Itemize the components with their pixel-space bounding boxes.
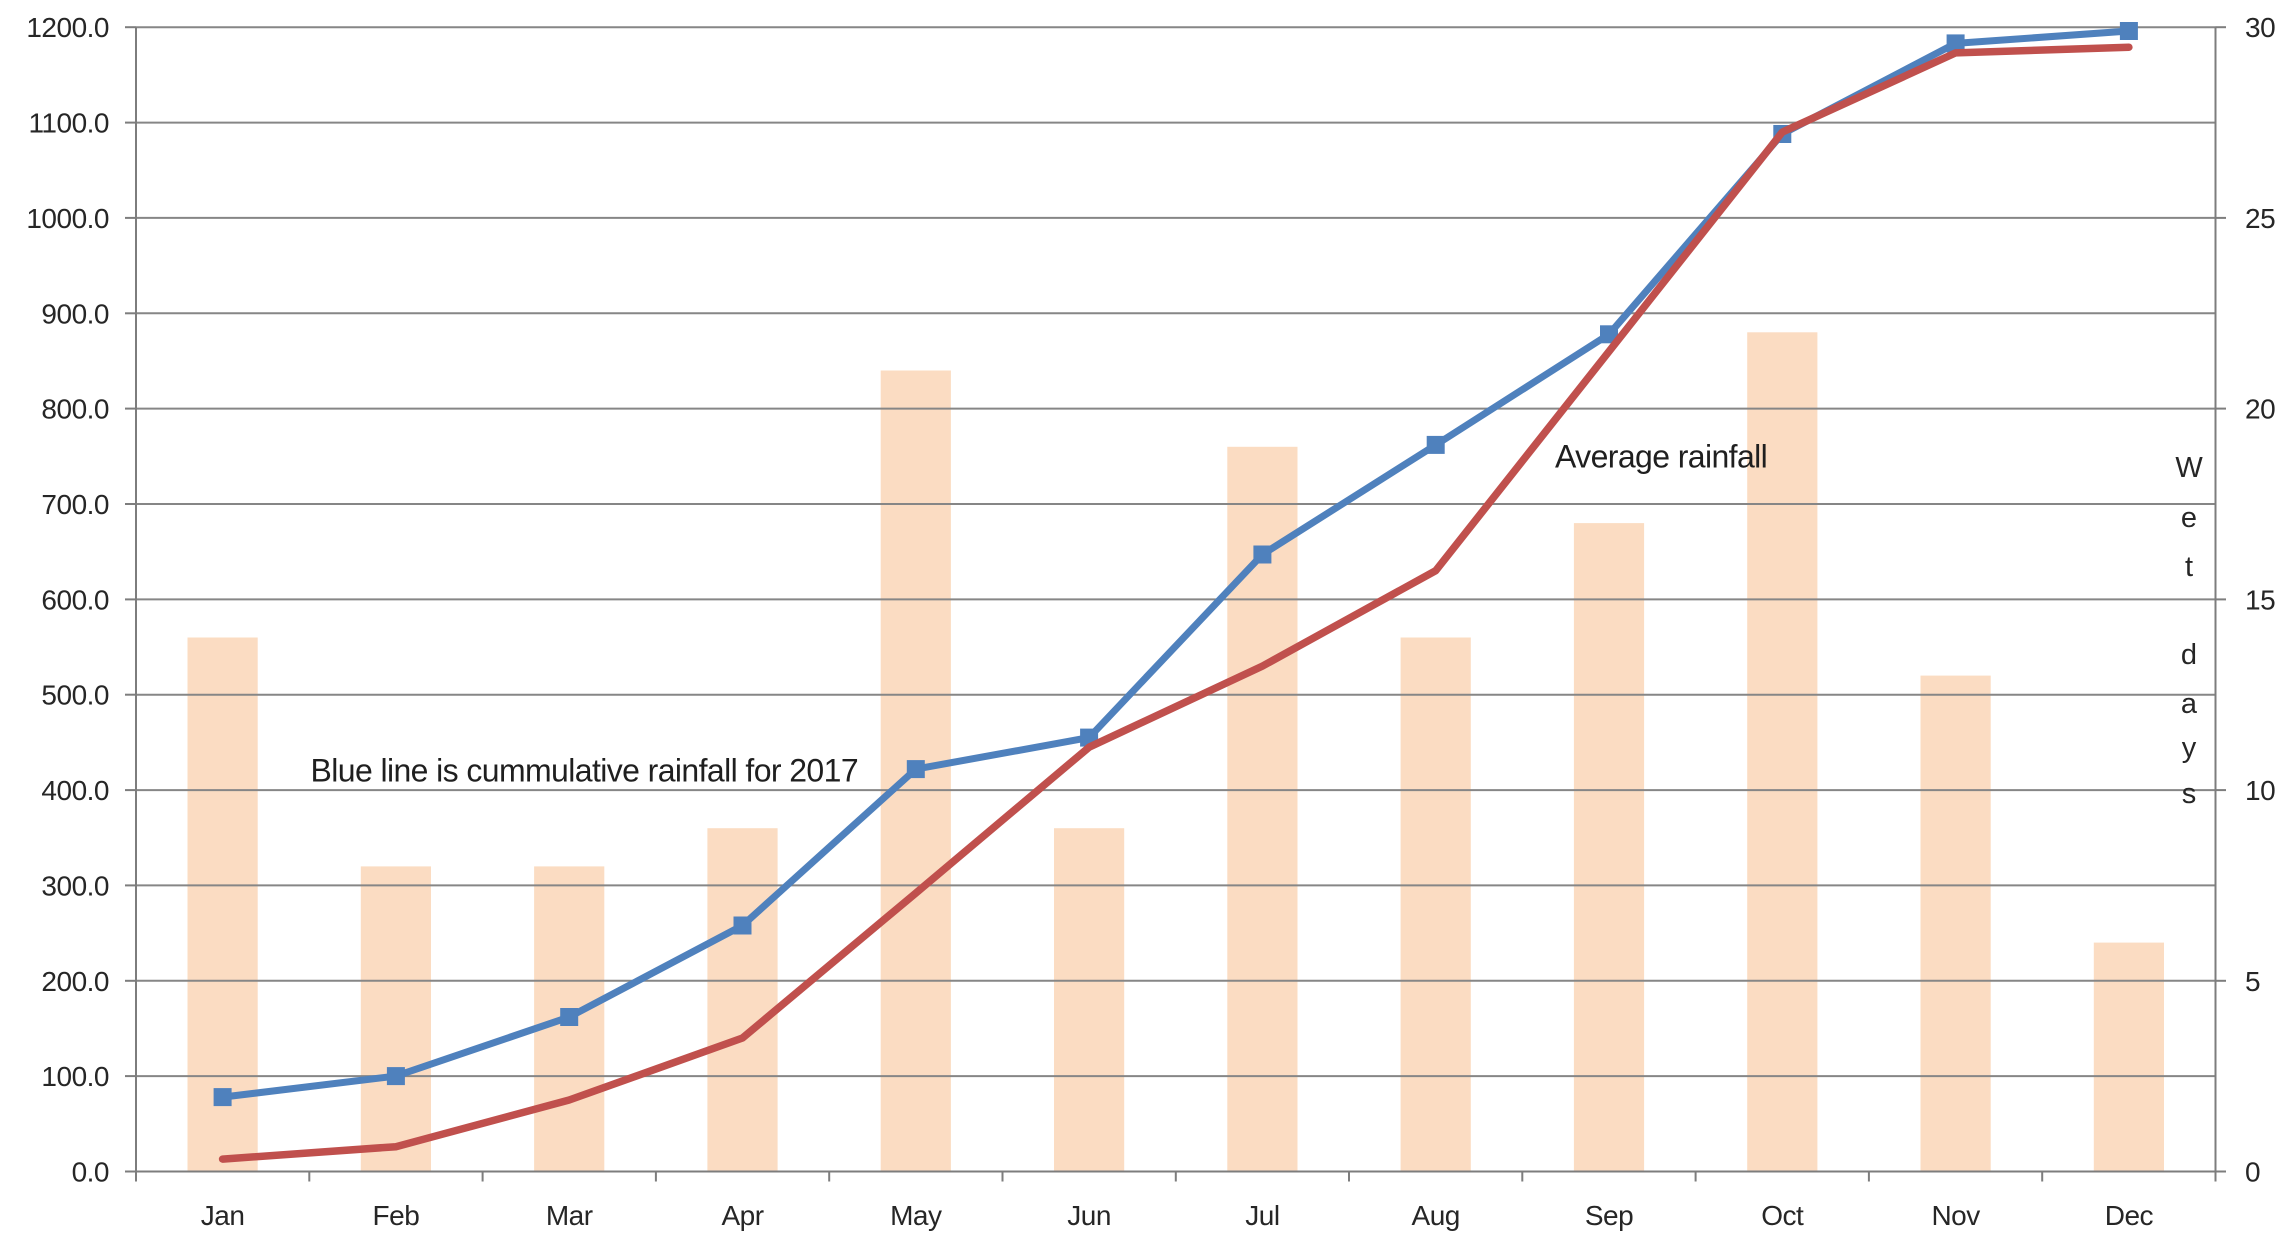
svg-text:1000.0: 1000.0 — [26, 203, 109, 234]
svg-text:Apr: Apr — [721, 1200, 763, 1231]
svg-text:Jan: Jan — [201, 1200, 245, 1231]
svg-text:Nov: Nov — [1931, 1200, 1980, 1231]
svg-text:10: 10 — [2245, 775, 2275, 806]
svg-text:400.0: 400.0 — [41, 775, 109, 806]
svg-text:y: y — [2182, 732, 2197, 764]
svg-text:t: t — [2185, 551, 2193, 583]
svg-text:0: 0 — [2245, 1157, 2260, 1188]
svg-text:0.0: 0.0 — [72, 1157, 109, 1188]
svg-text:Oct: Oct — [1761, 1200, 1804, 1231]
svg-text:e: e — [2181, 502, 2197, 534]
svg-text:30: 30 — [2245, 12, 2275, 43]
svg-text:1200.0: 1200.0 — [26, 12, 109, 43]
svg-text:Feb: Feb — [373, 1200, 420, 1231]
svg-text:Blue line is cummulative rainf: Blue line is cummulative rainfall for 20… — [311, 753, 859, 789]
svg-text:s: s — [2182, 778, 2197, 810]
svg-text:15: 15 — [2245, 584, 2275, 615]
svg-text:800.0: 800.0 — [41, 394, 109, 425]
svg-text:d: d — [2181, 639, 2197, 671]
svg-text:May: May — [890, 1200, 942, 1231]
svg-text:300.0: 300.0 — [41, 870, 109, 901]
svg-text:600.0: 600.0 — [41, 584, 109, 615]
svg-text:700.0: 700.0 — [41, 489, 109, 520]
svg-text:W: W — [2175, 452, 2203, 484]
svg-text:1100.0: 1100.0 — [28, 108, 109, 139]
svg-text:900.0: 900.0 — [41, 298, 109, 329]
svg-text:Average rainfall: Average rainfall — [1555, 439, 1767, 475]
svg-text:100.0: 100.0 — [41, 1061, 109, 1092]
svg-text:Aug: Aug — [1412, 1200, 1460, 1231]
svg-text:5: 5 — [2245, 966, 2260, 997]
svg-text:Dec: Dec — [2105, 1200, 2154, 1231]
svg-text:Jun: Jun — [1067, 1200, 1111, 1231]
svg-text:Jul: Jul — [1245, 1200, 1279, 1231]
svg-text:500.0: 500.0 — [41, 680, 109, 711]
svg-text:Sep: Sep — [1585, 1200, 1633, 1231]
svg-text:25: 25 — [2245, 203, 2275, 234]
svg-text:20: 20 — [2245, 394, 2275, 425]
svg-text:Mar: Mar — [546, 1200, 593, 1231]
svg-text:a: a — [2181, 688, 2198, 720]
svg-text:200.0: 200.0 — [41, 966, 109, 997]
